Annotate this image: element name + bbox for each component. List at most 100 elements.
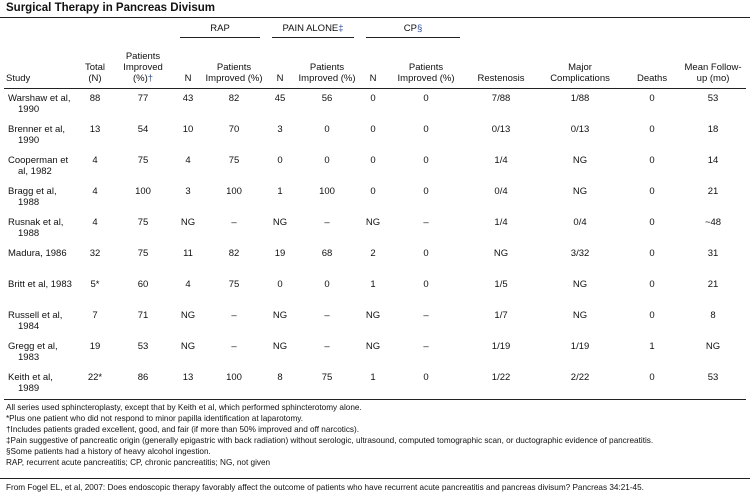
table-cell: 1/4 — [494, 217, 508, 228]
study-cell: Gregg et al, 1983 — [8, 341, 58, 363]
table-cell: NG — [493, 248, 509, 259]
table-cell: 3 — [185, 186, 191, 197]
group-label: PAIN ALONE — [282, 23, 339, 34]
table-cell: 53 — [137, 341, 149, 352]
table-cell: 0 — [370, 93, 376, 104]
table-cell: 75 — [137, 217, 149, 228]
table-row: Russell et al, 1984 7 71 NG – NG – NG – 1/7 NG 0 8 — [4, 306, 746, 337]
column-label: N — [369, 73, 377, 84]
group-mark: ‡ — [338, 23, 344, 34]
table-row: Brenner et al, 1990 13 54 10 70 3 0 0 0 0/13 0/13 0… — [4, 120, 746, 151]
table-row: Bragg et al, 1988 4 100 3 100 1 100 0 0 0/4 NG 0 21 — [4, 182, 746, 213]
table-cell: NG — [180, 217, 196, 228]
table-cell: 100 — [135, 186, 151, 197]
table-cell: 13 — [174, 368, 203, 400]
table-cell: – — [423, 341, 429, 352]
table-cell: 21 — [707, 186, 719, 197]
group-underline: RAP — [180, 23, 261, 38]
table-cell: 0 — [423, 279, 429, 290]
table-cell: 4 — [185, 279, 191, 290]
table-row: Madura, 1986 32 75 11 82 19 68 2 0 NG 3/32 0 31 — [4, 244, 746, 275]
column-header: Total (N) — [78, 39, 112, 89]
table-cell: 10 — [182, 124, 194, 135]
table-row: Keith et al, 1989 22* 86 13 100 8 75 1 0 1/22 2/22… — [4, 368, 747, 400]
table-row: Rusnak et al, 1988 4 75 NG – NG – NG – 1/4 0/4 0 ~48 — [4, 213, 746, 244]
column-header: Patients Improved (%) — [386, 39, 467, 89]
study-cell: Keith et al, 1989 — [4, 368, 78, 400]
footnote: ‡Pain suggestive of pancreatic origin (g… — [6, 436, 654, 445]
study-cell: Cooperman et al, 1982 — [8, 155, 69, 177]
header-group-row: RAP PAIN ALONE‡ CP§ — [4, 19, 746, 39]
study-cell: Rusnak et al, 1988 — [8, 217, 64, 239]
table-cell: NG — [572, 186, 588, 197]
header-group: RAP — [174, 19, 266, 39]
table-cell: – — [324, 310, 330, 321]
group-mark: § — [416, 23, 423, 34]
column-label: Deaths — [636, 73, 668, 84]
column-label: Mean Follow-up (mo) — [684, 62, 742, 84]
rule — [0, 17, 750, 18]
table-cell: NG — [272, 341, 288, 352]
table-cell: NG — [180, 341, 196, 352]
column-label: Major Complications — [550, 62, 610, 84]
table-cell: 19 — [274, 248, 286, 259]
table-cell: 53 — [680, 368, 747, 400]
header-group: PAIN ALONE‡ — [266, 19, 360, 39]
table-cell: ~48 — [704, 217, 722, 228]
column-label: Patients Improved (%) — [397, 62, 455, 84]
table-cell: 0 — [370, 186, 376, 197]
column-header: Patients Improved (%)† — [112, 39, 175, 89]
table-cell: 13 — [89, 124, 101, 135]
table-cell: – — [231, 310, 237, 321]
table-cell: 56 — [321, 93, 333, 104]
table-cell: 75 — [137, 248, 149, 259]
column-header: Mean Follow-up (mo) — [680, 39, 747, 89]
column-mark: † — [147, 73, 154, 84]
table-cell: – — [231, 341, 237, 352]
table-title: Surgical Therapy in Pancreas Divisum — [6, 2, 215, 14]
group-label: CP — [403, 23, 417, 34]
table-cell: 4 — [92, 186, 98, 197]
table-cell: 4 — [92, 155, 98, 166]
column-label: Patients Improved (%) — [205, 62, 263, 84]
header-spacer — [466, 19, 746, 39]
group-label: RAP — [210, 23, 230, 34]
table-cell: 1/5 — [494, 279, 508, 290]
study-cell: Brenner et al, 1990 — [8, 124, 66, 146]
table-cell: 21 — [707, 279, 719, 290]
column-header: Deaths — [624, 39, 681, 89]
column-header: Major Complications — [536, 39, 625, 89]
column-label: Total (N) — [84, 62, 106, 84]
table-cell: 100 — [202, 368, 267, 400]
table-cell: 7 — [92, 310, 98, 321]
column-label: Restenosis — [477, 73, 525, 84]
table-cell: 1/88 — [570, 93, 590, 104]
column-label: N — [184, 73, 192, 84]
study-cell: Madura, 1986 — [8, 248, 67, 259]
table-cell: NG — [572, 155, 588, 166]
table-cell: 4 — [185, 155, 191, 166]
table-cell: 68 — [321, 248, 333, 259]
table-cell: 100 — [319, 186, 335, 197]
table-cell: 86 — [112, 368, 175, 400]
table: RAP PAIN ALONE‡ CP§ Study Total (N) Patients… — [4, 19, 747, 400]
rule — [0, 478, 750, 479]
table-cell: 1 — [370, 279, 376, 290]
table-cell: NG — [365, 341, 381, 352]
table-cell: 1 — [277, 186, 283, 197]
table-cell: 0 — [423, 248, 429, 259]
table-cell: 82 — [228, 248, 240, 259]
table-cell: 75 — [294, 368, 361, 400]
table-cell: 1/22 — [466, 368, 537, 400]
table-cell: NG — [705, 341, 721, 352]
group-underline: PAIN ALONE‡ — [272, 23, 355, 38]
header-group: CP§ — [360, 19, 466, 39]
table-cell: 45 — [274, 93, 286, 104]
table-cell: 0 — [386, 368, 467, 400]
table-cell: 3/32 — [570, 248, 590, 259]
table-cell: 0 — [423, 155, 429, 166]
table-cell: 0/4 — [573, 217, 587, 228]
footnote: §Some patients had a history of heavy al… — [6, 447, 211, 456]
table-cell: 82 — [228, 93, 240, 104]
table-cell: 88 — [89, 93, 101, 104]
